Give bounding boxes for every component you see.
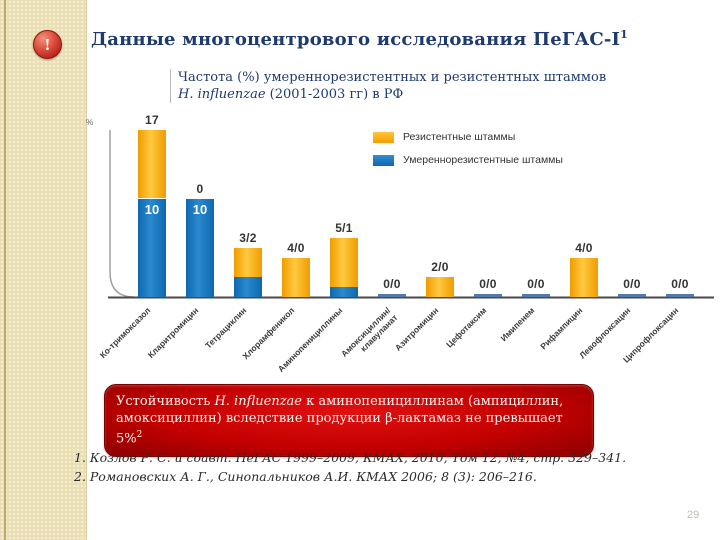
bar-value-label: 3/2 [239, 230, 257, 245]
bar-value-label: 2/0 [431, 260, 449, 275]
bar-value-label: 0 [196, 181, 204, 196]
legend-swatch-resistant [373, 131, 394, 143]
footnote-1: 1. Козлов Р. С. и соавт. ПеГАС 1999–2009… [74, 450, 627, 465]
legend-item-resistant: Резистентные штаммы [373, 131, 563, 143]
bar-zero-sliver [474, 294, 502, 297]
bar-inner-label: 10 [192, 201, 208, 217]
callout-lead: Устойчивость [116, 394, 215, 409]
bar-zero-sliver [378, 294, 406, 297]
bar-value-label: 4/0 [575, 240, 593, 255]
alert-icon: ! [33, 30, 62, 59]
bar-segment-intermediate [330, 287, 358, 297]
y-axis-unit-label: % [86, 118, 94, 127]
slide-title-text: Данные многоцентрового исследования ПеГА… [91, 29, 621, 50]
bar-value-label: 5/1 [335, 220, 353, 235]
chart-subtitle: Частота (%) умереннорезистентных и резис… [170, 69, 606, 103]
callout-organism-name: H. influenzae [214, 394, 302, 409]
legend-item-intermediate: Умереннорезистентные штаммы [373, 154, 563, 166]
bar-value-label: 0/0 [623, 276, 641, 291]
chart-subtitle-line2: H. influenzae (2001-2003 гг) в РФ [178, 86, 606, 103]
footnotes: 1. Козлов Р. С. и соавт. ПеГАС 1999–2009… [74, 448, 626, 486]
alert-icon-glyph: ! [44, 35, 51, 54]
slide-title-footnote-ref: 1 [620, 28, 629, 41]
chart-subtitle-line1: Частота (%) умереннорезистентных и резис… [178, 70, 607, 85]
bar-segment-resistant [570, 257, 598, 297]
bar-value-label: 0/0 [383, 276, 401, 291]
page-number: 29 [687, 509, 700, 521]
bar-zero-sliver [522, 294, 550, 297]
callout-box: Устойчивость H. influenzae к аминопеници… [104, 384, 594, 458]
bar-segment-intermediate [186, 198, 214, 297]
bar-value-label: 17 [145, 112, 159, 127]
organism-name: H. influenzae [178, 87, 266, 102]
callout-rest: к аминопенициллинам (ампициллин, амоксиц… [116, 394, 564, 447]
bar-segment-intermediate [138, 198, 166, 297]
bar-segment-resistant [282, 257, 310, 297]
legend-swatch-intermediate [373, 154, 394, 166]
bar-value-label: 0/0 [671, 276, 689, 291]
bar-segment-resistant [138, 129, 166, 199]
bar-zero-sliver [618, 294, 646, 297]
footnote-2: 2. Романовских А. Г., Синопальников А.И.… [74, 469, 537, 484]
slide-title: Данные многоцентрового исследования ПеГА… [91, 28, 651, 50]
y-axis-line [109, 130, 135, 298]
bar-value-label: 0/0 [527, 276, 545, 291]
bar-segment-intermediate [234, 277, 262, 297]
bar-segment-resistant [330, 237, 358, 288]
chart-subtitle-line2-rest: (2001-2003 гг) в РФ [265, 87, 404, 102]
legend-label-intermediate: Умереннорезистентные штаммы [403, 154, 563, 166]
bar-value-label: 4/0 [287, 240, 305, 255]
callout-footnote-ref: 2 [136, 430, 143, 440]
bar-inner-label: 10 [144, 201, 160, 217]
bar-value-label: 0/0 [479, 276, 497, 291]
legend-label-resistant: Резистентные штаммы [403, 131, 516, 143]
bar-zero-sliver [666, 294, 694, 297]
sidebar-strip [0, 0, 87, 540]
chart-legend: Резистентные штаммы Умереннорезистентные… [373, 131, 563, 177]
bar-segment-resistant [234, 247, 262, 278]
bar-segment-resistant [426, 277, 454, 297]
